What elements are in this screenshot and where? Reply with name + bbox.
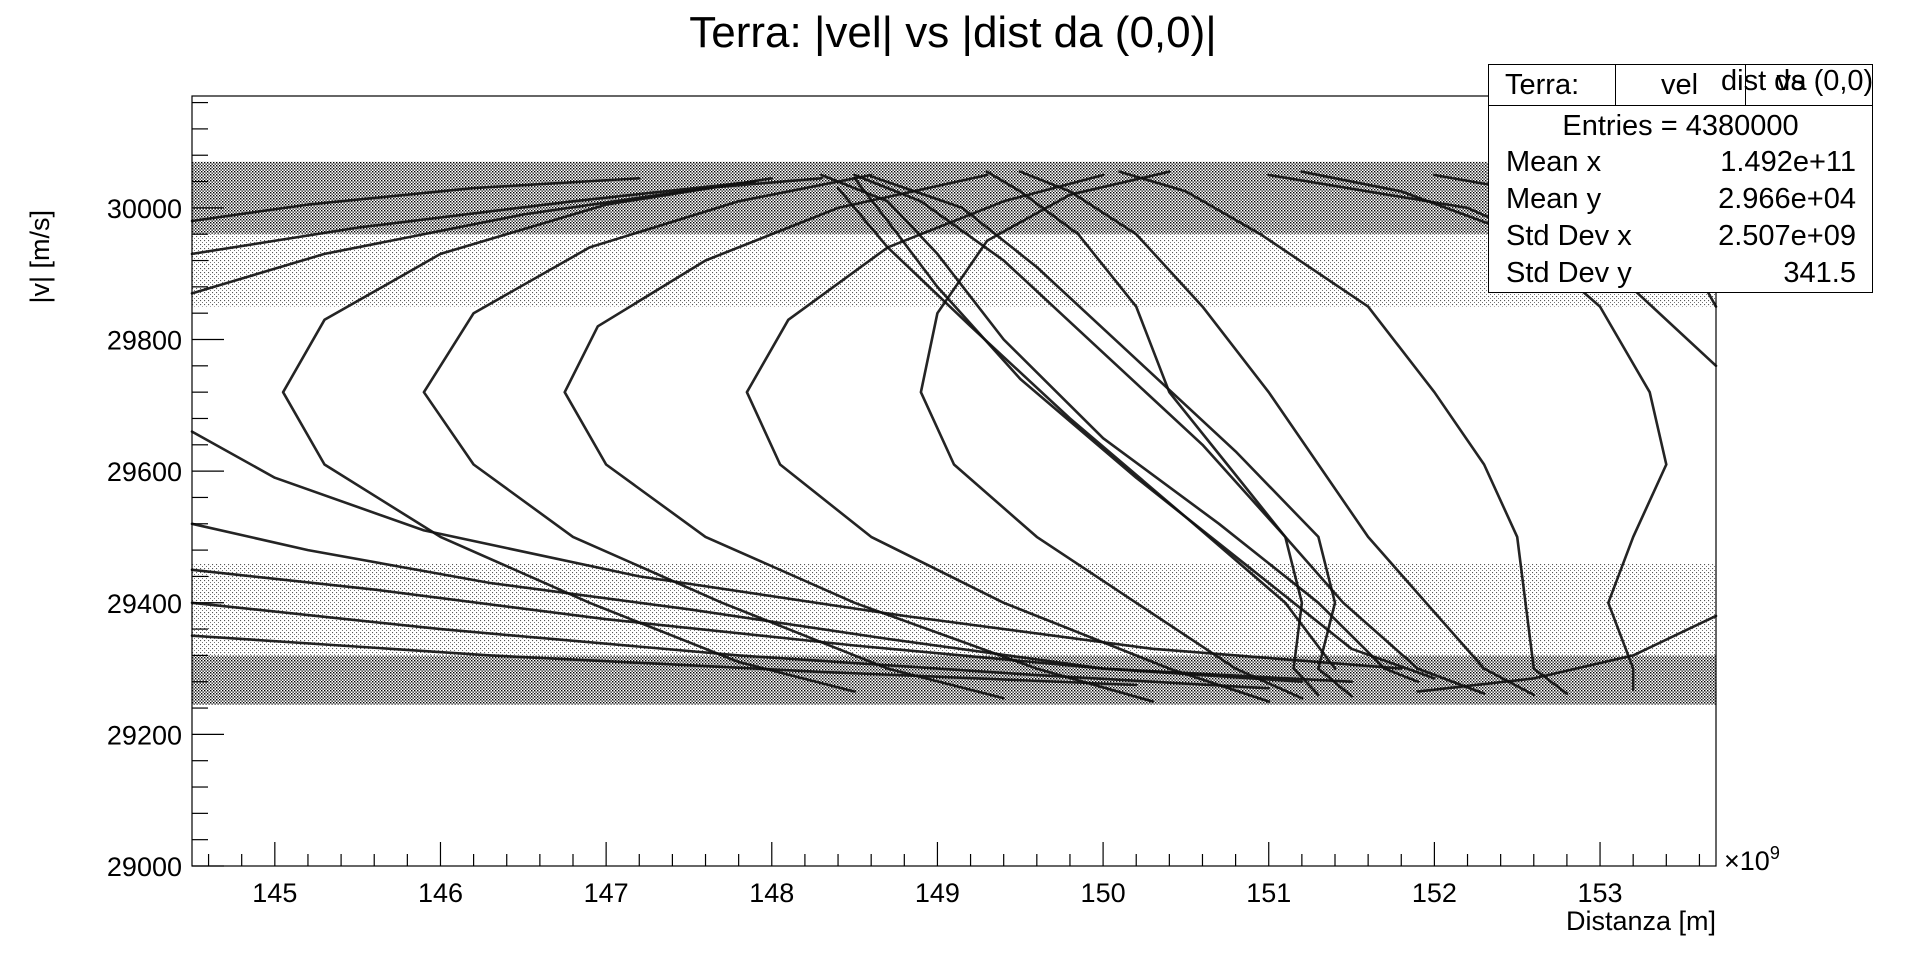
trajectory-curve [853, 173, 1320, 697]
stats-label: Mean y [1506, 183, 1602, 215]
stats-label: Mean x [1506, 146, 1602, 178]
x-exponent-base: ×10 [1724, 846, 1770, 876]
stats-header: Terra: vel dist da vs (0,0) [1489, 65, 1873, 106]
y-tick-label: 29600 [107, 457, 182, 487]
x-tick-label: 150 [1081, 878, 1126, 908]
density-band [192, 234, 1716, 307]
trajectory-curve [190, 430, 1403, 670]
x-tick-label: 146 [418, 878, 463, 908]
y-tick-label: 29000 [107, 852, 182, 882]
x-axis-label: Distanza [m] [1566, 906, 1716, 936]
trajectory-curve [836, 186, 1337, 670]
y-tick-label: 29200 [107, 720, 182, 750]
entries-label: Entries = [1562, 110, 1686, 142]
y-axis: 29000 29200 29400 29600 29800 30000 [107, 101, 224, 882]
stats-value: 2.966e+04 [1718, 183, 1856, 215]
trajectory-curve [190, 634, 1138, 687]
stats-row-stddev-x: Std Dev x 2.507e+09 [1489, 218, 1872, 255]
y-axis-label: |v| [m/s] [25, 210, 55, 304]
trajectory-curve [190, 180, 757, 256]
y-tick-label: 29400 [107, 589, 182, 619]
trajectory-curve [190, 177, 823, 295]
density-band [192, 655, 1716, 705]
y-tick-label: 30000 [107, 194, 182, 224]
x-tick-label: 145 [252, 878, 297, 908]
stats-row-mean-x: Mean x 1.492e+11 [1489, 144, 1872, 181]
trajectory-curve [985, 170, 1486, 695]
stats-header-origin: (0,0) [1813, 65, 1874, 97]
trajectory-curve [820, 173, 1420, 683]
trajectory-curve [190, 601, 1270, 690]
stats-row-stddev-y: Std Dev y 341.5 [1489, 255, 1872, 292]
x-tick-label: 152 [1412, 878, 1457, 908]
trajectory-curve [745, 173, 1270, 703]
stats-header-dist-label: dist da [1721, 65, 1807, 97]
stats-name: Terra: [1489, 65, 1616, 105]
trajectory-curve [1118, 170, 1569, 695]
stats-header-divider [1745, 65, 1746, 105]
x-tick-label: 149 [915, 878, 960, 908]
stats-entries: Entries = 4380000 [1489, 108, 1872, 144]
x-tick-label: 153 [1578, 878, 1623, 908]
trajectory-curve [563, 173, 1155, 703]
entries-value: 4380000 [1685, 110, 1799, 142]
y-tick-label: 29800 [107, 326, 182, 356]
stats-header-vs: vs [1776, 65, 1806, 97]
plot-frame [191, 95, 1717, 867]
trajectory-curve [1300, 170, 1668, 691]
density-bands [192, 161, 1716, 705]
stats-value: 341.5 [1783, 257, 1856, 289]
chart-title: Terra: |vel| vs |dist da (0,0)| [689, 8, 1217, 57]
x-axis-exponent: ×109 [1724, 843, 1780, 876]
x-tick-label: 151 [1246, 878, 1291, 908]
trajectory-curve [919, 170, 1304, 700]
stats-value: 2.507e+09 [1718, 220, 1856, 252]
stats-label: Std Dev x [1506, 220, 1632, 252]
stats-label: Std Dev y [1506, 257, 1632, 289]
stats-header-dist: dist da vs (0,0) [1721, 61, 1873, 101]
stats-row-mean-y: Mean y 2.966e+04 [1489, 181, 1872, 218]
trajectory-curve [422, 173, 1005, 700]
trajectory-curve [1019, 170, 1536, 697]
trajectory-curve [281, 177, 856, 693]
trajectory-curve [190, 568, 1304, 683]
stats-header-vel: vel [1661, 69, 1699, 101]
x-tick-label: 147 [584, 878, 629, 908]
stats-value: 1.492e+11 [1720, 146, 1856, 178]
trajectory-curves [190, 170, 1718, 703]
trajectory-curve [853, 177, 1436, 680]
x-tick-label: 148 [749, 878, 794, 908]
trajectory-curve [190, 177, 641, 223]
trajectory-curve [1416, 614, 1718, 693]
x-axis: 145 146 147 148 149 150 151 152 153 [207, 842, 1701, 908]
stats-box: Terra: vel dist da vs (0,0) Entries = 43… [1488, 64, 1873, 293]
trajectory-curve [869, 175, 1353, 698]
x-exponent-power: 9 [1770, 843, 1780, 863]
